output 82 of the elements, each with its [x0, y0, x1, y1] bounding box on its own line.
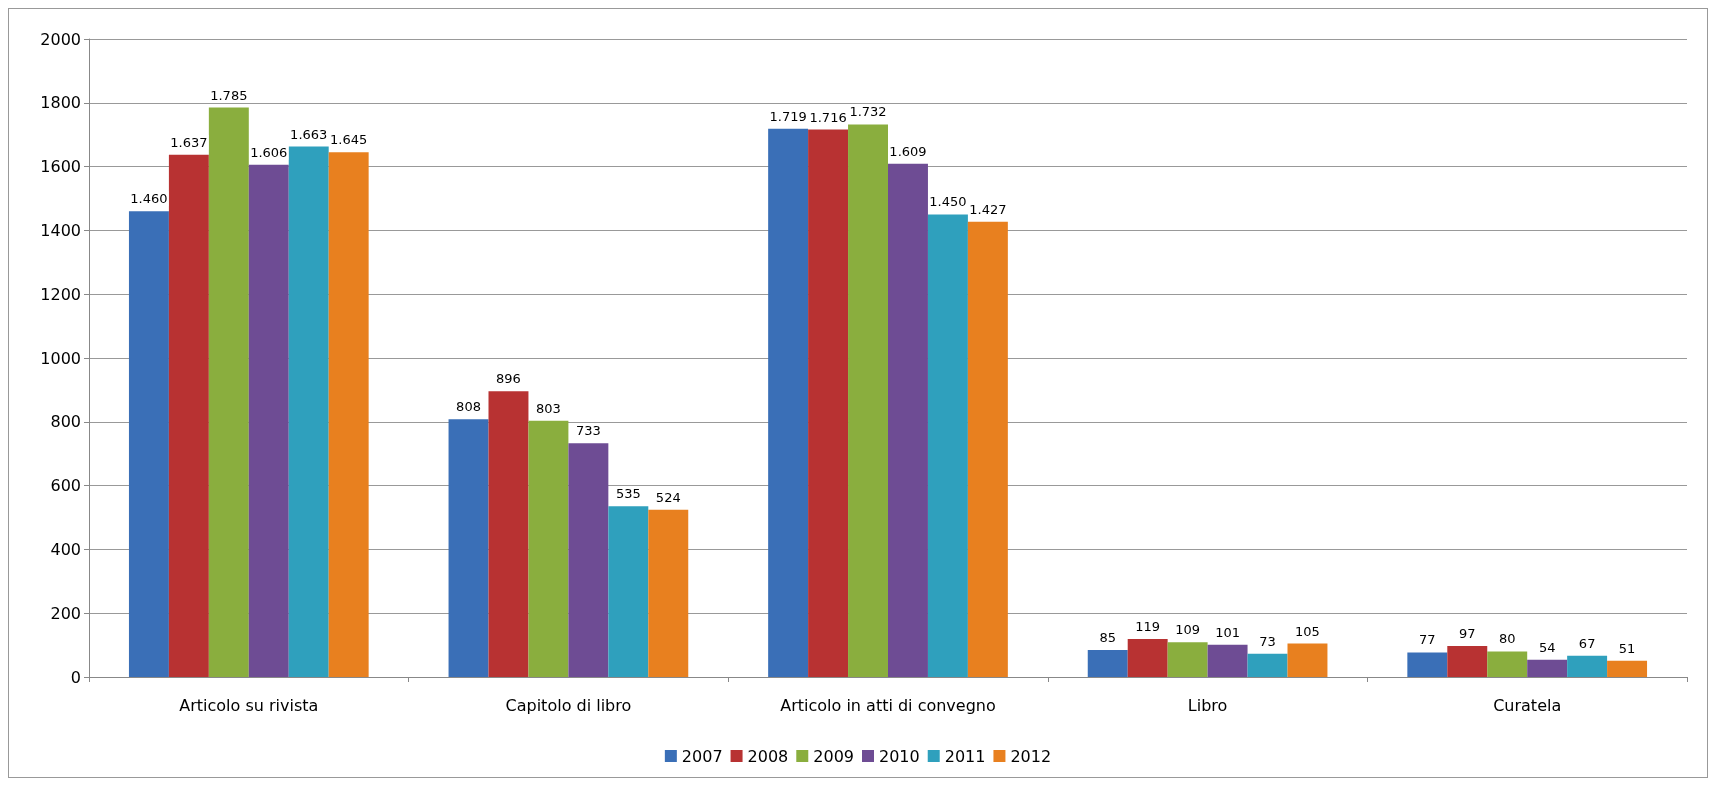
bar	[967, 221, 1008, 677]
bar	[927, 214, 968, 677]
data-label: 80	[1498, 631, 1516, 647]
data-label: 73	[1259, 633, 1276, 649]
data-label: 1.637	[170, 134, 208, 150]
bar	[128, 211, 169, 677]
bar	[528, 420, 569, 677]
data-label: 1.663	[290, 126, 328, 142]
bar	[608, 506, 649, 677]
data-label: 1.732	[849, 104, 887, 120]
bar	[1487, 651, 1528, 677]
x-tick-label: Capitolo di libro	[505, 695, 632, 715]
data-label: 97	[1459, 626, 1476, 642]
data-label: 1.716	[809, 109, 847, 125]
bar	[1407, 652, 1448, 677]
legend-label: 2009	[813, 746, 854, 766]
data-label: 896	[496, 371, 521, 387]
data-label: 535	[615, 486, 641, 502]
legend-label: 2008	[747, 746, 789, 766]
data-label: 1.609	[889, 143, 927, 159]
bar	[808, 129, 849, 677]
y-tick-label: 1000	[40, 348, 81, 368]
data-label: 803	[536, 400, 561, 416]
bar	[888, 163, 928, 677]
legend-label: 2012	[1010, 746, 1052, 766]
data-label: 1.606	[250, 144, 288, 160]
bar	[208, 107, 249, 677]
data-label: 119	[1135, 619, 1161, 635]
bar	[648, 509, 689, 677]
data-label: 54	[1538, 639, 1556, 655]
x-tick-label: Libro	[1187, 695, 1228, 715]
bar	[848, 124, 888, 677]
data-label: 1.785	[210, 87, 248, 103]
legend-label: 2007	[681, 746, 723, 766]
data-label: 109	[1175, 622, 1201, 638]
x-tick-label: Articolo su rivista	[179, 695, 319, 715]
data-label: 101	[1215, 624, 1240, 640]
y-tick-label: 400	[50, 539, 81, 559]
x-tick-label: Curatela	[1493, 695, 1562, 715]
y-tick-label: 1800	[40, 93, 81, 113]
y-tick-label: 1400	[40, 220, 81, 240]
bar	[328, 152, 369, 677]
bar	[768, 128, 809, 677]
bar	[1247, 653, 1288, 677]
y-tick-label: 1200	[40, 284, 81, 304]
data-label: 85	[1099, 629, 1116, 645]
data-label: 733	[575, 423, 601, 439]
data-label: 1.719	[769, 108, 807, 124]
bar	[1447, 646, 1488, 677]
x-tick-label: Articolo in atti di convegno	[780, 695, 996, 715]
bar	[288, 146, 329, 677]
y-tick-label: 600	[50, 476, 81, 496]
y-tick-label: 2000	[40, 29, 81, 49]
data-label: 105	[1295, 623, 1320, 639]
bar	[1207, 644, 1248, 677]
data-label: 67	[1578, 635, 1596, 651]
y-tick-label: 800	[50, 412, 81, 432]
data-label: 524	[655, 489, 681, 505]
y-tick-label: 200	[50, 603, 81, 623]
data-label: 1.645	[330, 132, 368, 148]
data-label: 77	[1419, 632, 1436, 648]
bar	[488, 391, 529, 677]
data-label: 808	[456, 399, 481, 415]
y-tick-label: 1600	[40, 157, 81, 177]
bar	[1567, 655, 1608, 677]
bar	[168, 154, 209, 677]
data-label: 1.460	[130, 191, 168, 207]
bar	[568, 443, 609, 677]
data-label: 1.450	[929, 194, 967, 210]
bar	[1087, 649, 1128, 677]
bar	[1287, 643, 1328, 677]
bar	[1527, 659, 1568, 677]
bar	[1607, 660, 1648, 677]
bar	[1167, 642, 1208, 677]
data-label: 1.427	[969, 201, 1007, 217]
y-tick-label: 0	[70, 667, 81, 687]
legend-label: 2010	[879, 746, 920, 766]
bar	[248, 164, 289, 677]
legend-label: 2011	[944, 746, 986, 766]
data-label: 51	[1618, 640, 1636, 656]
bar	[1127, 639, 1168, 677]
bar	[448, 419, 489, 677]
